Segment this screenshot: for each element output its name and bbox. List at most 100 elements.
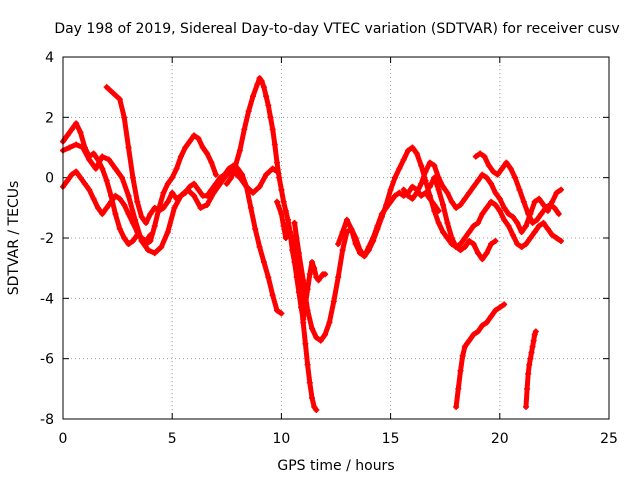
data-point: [457, 201, 464, 208]
data-point: [431, 174, 438, 181]
data-point: [530, 337, 537, 344]
data-point: [413, 189, 420, 196]
data-point: [518, 228, 525, 235]
data-point: [256, 183, 263, 190]
data-point: [523, 403, 530, 410]
data-point: [142, 219, 149, 226]
data-point: [477, 150, 484, 157]
data-point: [453, 204, 460, 211]
data-point: [365, 247, 372, 254]
data-point: [105, 156, 112, 163]
data-point: [156, 207, 163, 214]
data-point: [391, 174, 398, 181]
data-point: [523, 241, 530, 248]
data-point: [544, 225, 551, 232]
data-point: [488, 198, 495, 205]
data-point: [191, 180, 198, 187]
data-point: [151, 250, 158, 257]
data-point: [501, 204, 508, 211]
y-tick-label: 4: [45, 50, 54, 66]
data-point: [129, 174, 136, 181]
data-point: [280, 222, 287, 229]
data-point: [479, 210, 486, 217]
data-point: [374, 225, 381, 232]
series-trace: [104, 84, 284, 316]
data-point: [263, 171, 270, 178]
data-point: [531, 198, 538, 205]
data-point: [164, 180, 171, 187]
data-point: [256, 244, 263, 251]
data-point: [295, 289, 302, 296]
data-point: [352, 241, 359, 248]
data-point: [64, 132, 71, 139]
data-point: [151, 222, 158, 229]
data-point: [250, 189, 257, 196]
data-point: [514, 219, 521, 226]
data-point: [485, 162, 492, 169]
data-point: [258, 78, 265, 85]
data-point: [453, 244, 460, 251]
data-point: [99, 165, 106, 172]
data-point: [492, 238, 499, 245]
data-point: [483, 250, 490, 257]
data-point: [269, 165, 276, 172]
data-point: [212, 171, 219, 178]
data-point: [498, 165, 505, 172]
data-point: [322, 271, 329, 278]
data-point: [94, 204, 101, 211]
x-axis-label: GPS time / hours: [277, 458, 394, 474]
data-point: [195, 186, 202, 193]
data-point: [311, 403, 318, 410]
y-tick-label: 2: [45, 110, 54, 126]
data-point: [536, 195, 543, 202]
data-point: [291, 259, 298, 266]
data-point: [225, 165, 232, 172]
x-tick-label: 15: [382, 431, 400, 447]
data-point: [260, 84, 267, 91]
x-tick-label: 25: [600, 431, 618, 447]
data-point: [158, 244, 165, 251]
data-point: [472, 153, 479, 160]
data-point: [525, 210, 532, 217]
data-point: [241, 126, 248, 133]
y-tick-label: -6: [40, 352, 54, 368]
data-point: [300, 277, 307, 284]
data-point: [383, 201, 390, 208]
data-point: [483, 319, 490, 326]
data-point: [112, 210, 119, 217]
data-point: [448, 235, 455, 241]
data-point: [289, 247, 296, 254]
data-point: [265, 274, 272, 281]
data-point: [99, 210, 106, 217]
data-point: [418, 192, 425, 199]
data-point: [481, 153, 488, 160]
data-point: [440, 228, 447, 235]
data-point: [492, 307, 499, 314]
y-tick-label: -2: [40, 231, 54, 247]
data-point: [315, 277, 322, 284]
data-point: [232, 162, 239, 169]
data-point: [177, 192, 184, 199]
data-point: [474, 250, 481, 257]
data-point: [444, 189, 451, 196]
data-point: [418, 180, 425, 187]
data-point: [542, 204, 549, 211]
data-point: [147, 231, 154, 238]
data-point: [169, 189, 176, 196]
data-point: [509, 213, 516, 220]
data-point: [440, 201, 447, 208]
data-point: [405, 192, 412, 199]
data-point: [322, 331, 329, 338]
data-point: [457, 241, 464, 248]
data-point: [527, 235, 534, 241]
data-point: [540, 219, 547, 226]
series-arc-e: [223, 75, 320, 413]
data-point: [311, 265, 318, 272]
data-point: [169, 174, 176, 181]
data-point: [466, 337, 473, 344]
data-point: [278, 186, 285, 193]
data-point: [191, 132, 198, 139]
data-point: [435, 219, 442, 226]
data-point: [195, 135, 202, 142]
